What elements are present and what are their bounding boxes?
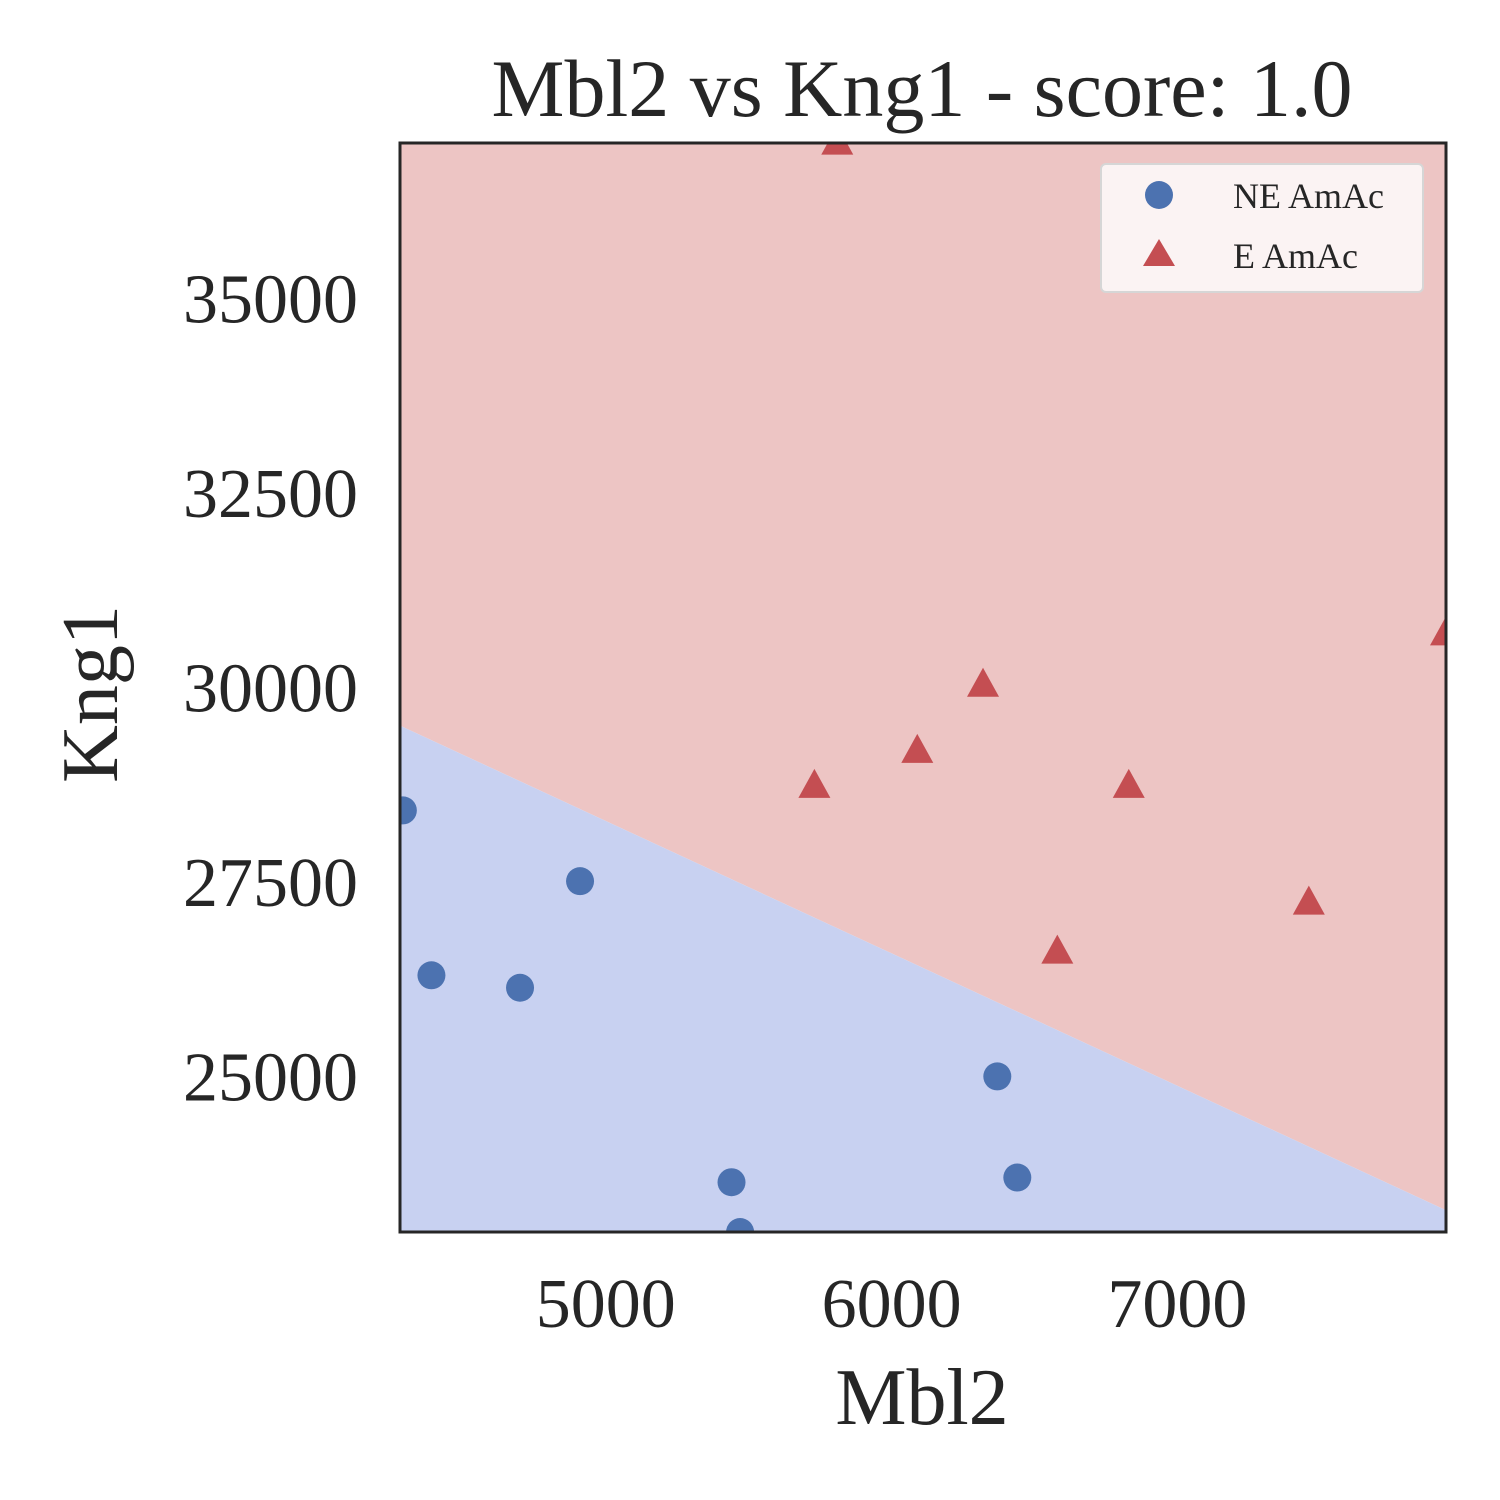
decision-regions [400, 143, 1446, 1232]
legend-marker-ne-amac [1145, 181, 1173, 209]
x-axis-label: Mbl2 [835, 1354, 1008, 1442]
data-points [400, 143, 1446, 1232]
region-e-amac [400, 143, 1446, 1211]
point-ne-amac [983, 1062, 1012, 1091]
plot-frame [398, 141, 1448, 1234]
point-e-amac [1112, 768, 1145, 798]
y-tick-label: 30000 [183, 651, 358, 728]
y-axis-label: Kng1 [47, 605, 135, 783]
y-tick-label: 25000 [183, 1039, 358, 1116]
point-e-amac [1430, 616, 1446, 646]
chart-title: Mbl2 vs Kng1 - score: 1.0 [492, 43, 1353, 134]
point-ne-amac [717, 1168, 746, 1197]
point-e-amac [798, 768, 831, 798]
point-ne-amac [506, 973, 535, 1002]
point-ne-amac [1003, 1163, 1032, 1192]
x-tick-label: 7000 [1107, 1266, 1247, 1343]
legend: NE AmAc E AmAc [1100, 163, 1424, 293]
x-axis-ticks: 5000 6000 7000 [536, 1266, 1248, 1343]
y-axis-ticks: 25000 27500 30000 32500 35000 [183, 262, 358, 1117]
x-tick-label: 6000 [822, 1266, 962, 1343]
point-ne-amac [726, 1218, 755, 1232]
point-ne-amac [566, 867, 595, 896]
point-ne-amac [417, 961, 446, 990]
legend-marker-e-amac [1143, 239, 1175, 266]
point-e-amac [901, 733, 934, 763]
point-e-amac [1292, 885, 1325, 915]
x-tick-label: 5000 [536, 1266, 676, 1343]
y-tick-label: 27500 [183, 845, 358, 922]
y-tick-label: 35000 [183, 262, 358, 339]
point-e-amac [967, 667, 1000, 697]
point-e-amac [821, 143, 854, 155]
point-e-amac [1041, 934, 1074, 964]
region-ne-amac [400, 725, 1446, 1232]
legend-label-e-amac: E AmAc [1233, 236, 1358, 276]
legend-box [1100, 163, 1424, 293]
legend-label-ne-amac: NE AmAc [1233, 176, 1384, 216]
y-tick-label: 32500 [183, 456, 358, 533]
point-ne-amac [400, 796, 417, 825]
